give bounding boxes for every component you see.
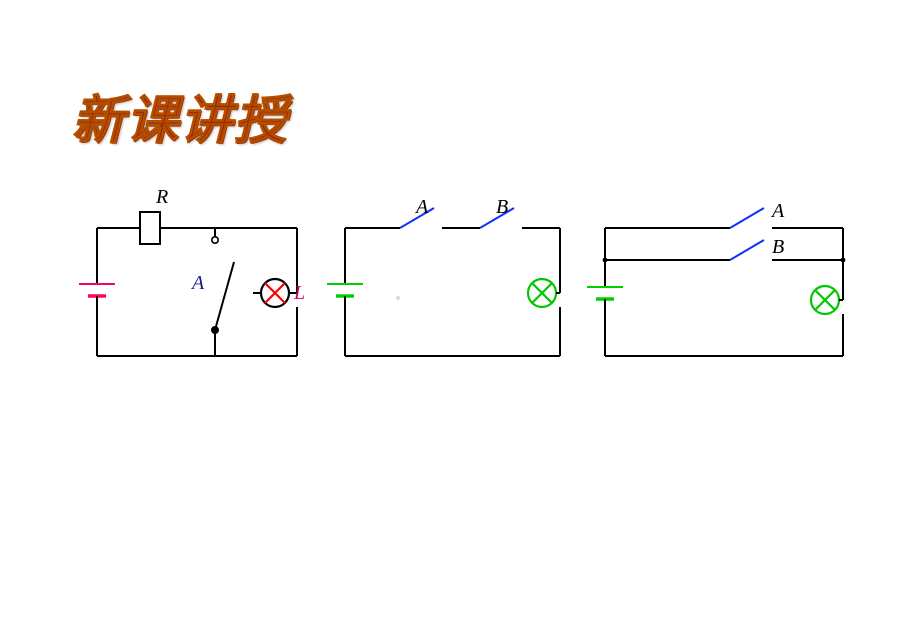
- label-c1-A: A: [192, 272, 204, 295]
- circuit-2: [327, 208, 560, 356]
- circuit-1: [79, 212, 297, 356]
- label-c3-B: B: [772, 236, 784, 259]
- circuit-3: [587, 208, 845, 356]
- slide-canvas: 新课讲授: [0, 0, 920, 644]
- label-c2-A: A: [416, 196, 428, 219]
- label-c1-L: L: [294, 282, 305, 305]
- label-c3-A: A: [772, 200, 784, 223]
- label-c2-B: B: [496, 196, 508, 219]
- circuits-svg: [0, 0, 920, 644]
- label-c1-R: R: [156, 186, 168, 209]
